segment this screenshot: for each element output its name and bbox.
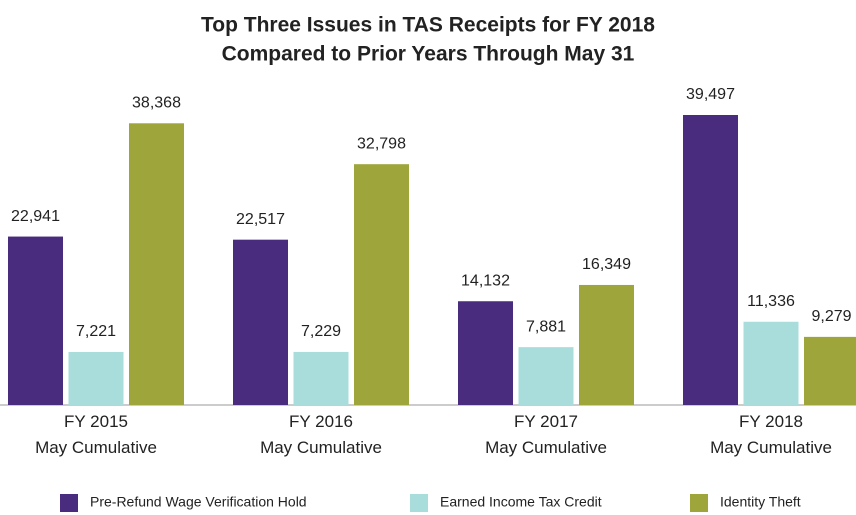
- bar: [354, 164, 409, 405]
- legend-label: Earned Income Tax Credit: [440, 494, 602, 510]
- value-label: 22,517: [236, 211, 285, 228]
- x-tick-label: FY 2017 May Cumulative: [485, 412, 607, 457]
- value-label: 16,349: [582, 256, 631, 273]
- legend-swatch: [690, 494, 708, 512]
- bar: [68, 351, 124, 405]
- bar: [743, 321, 799, 405]
- x-tick-label: FY 2016 May Cumulative: [260, 412, 382, 457]
- value-label: 38,368: [132, 95, 181, 112]
- bar: [293, 351, 349, 405]
- legend-swatch: [410, 494, 428, 512]
- value-label: 9,279: [811, 308, 851, 325]
- value-label: 14,132: [461, 272, 510, 289]
- value-label: 39,497: [686, 86, 735, 103]
- legend-label: Identity Theft: [720, 494, 801, 510]
- legend-label: Pre-Refund Wage Verification Hold: [90, 494, 307, 510]
- value-label: 32,798: [357, 135, 406, 152]
- bar: [8, 236, 63, 405]
- x-tick-label: FY 2018 May Cumulative: [710, 412, 832, 457]
- value-label: 11,336: [747, 293, 795, 310]
- bar: [683, 115, 738, 405]
- value-label: 22,941: [11, 208, 60, 225]
- bar: [233, 239, 288, 405]
- value-label: 7,881: [526, 318, 566, 335]
- chart-title: Top Three Issues in TAS Receipts for FY …: [201, 14, 655, 37]
- bar: [579, 284, 634, 405]
- value-label: 7,229: [301, 323, 341, 340]
- legend-swatch: [60, 494, 78, 512]
- value-label: 7,221: [76, 323, 116, 340]
- bar: [804, 336, 856, 405]
- bar: [129, 123, 184, 405]
- chart-subtitle: Compared to Prior Years Through May 31: [222, 43, 635, 66]
- bar: [458, 301, 513, 405]
- x-tick-label: FY 2015 May Cumulative: [35, 412, 157, 457]
- bar: [518, 347, 574, 405]
